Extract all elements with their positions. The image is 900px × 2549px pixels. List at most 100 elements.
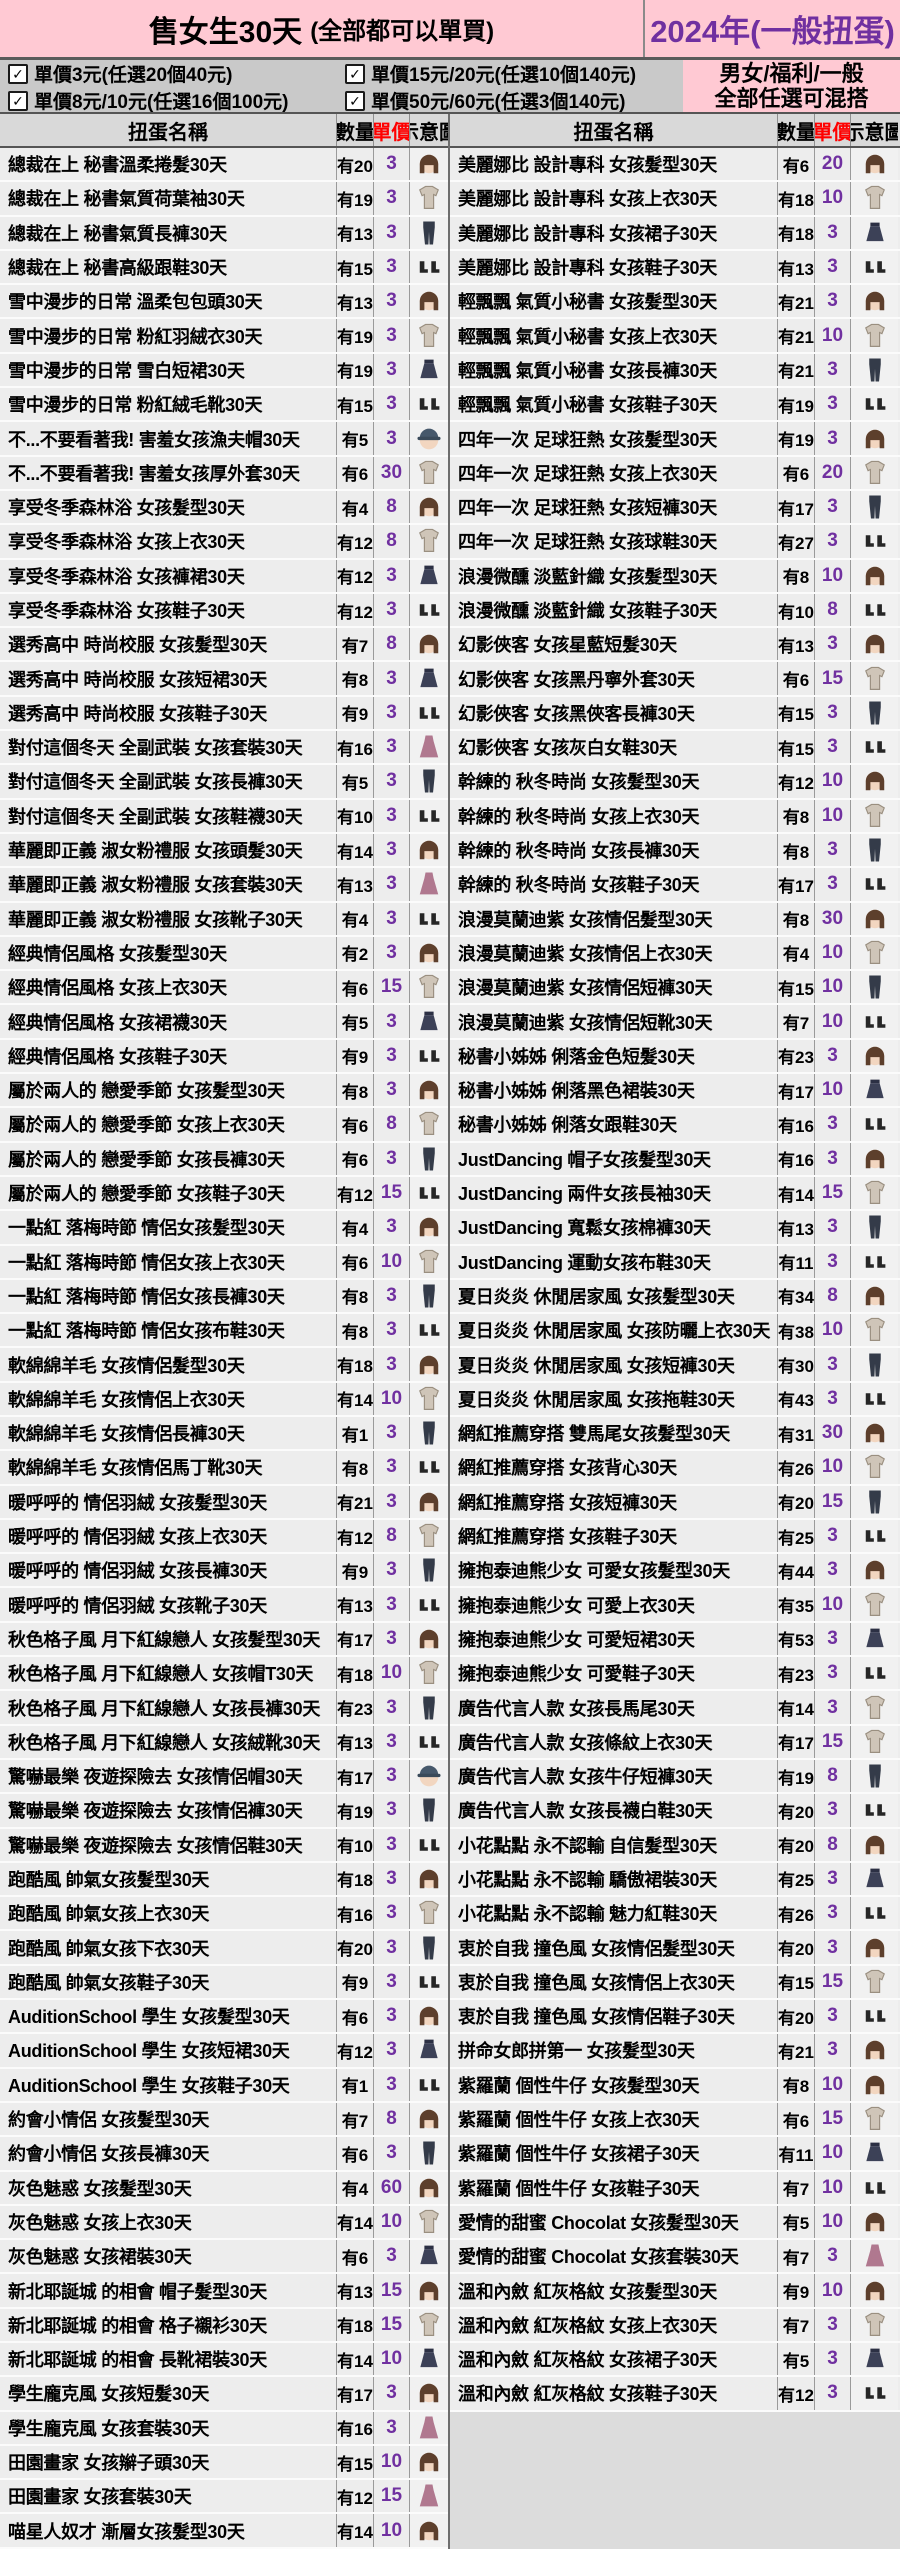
table-row: 約會小情侶 女孩長褲30天 有6 3 [0, 2137, 448, 2172]
table-row: 網紅推薦穿搭 雙馬尾女孩髮型30天 有31 30 [450, 1416, 900, 1452]
item-price: 3 [374, 1759, 410, 1793]
item-qty: 有9 [337, 1554, 374, 1587]
table-row: 夏日炎炎 休閒居家風 女孩短褲30天 有30 3 [450, 1348, 900, 1383]
item-price: 3 [374, 2240, 410, 2273]
item-name: 網紅推薦穿搭 女孩短褲30天 [450, 1485, 778, 1518]
item-qty: 有43 [778, 1382, 815, 1415]
item-name: 溫和內斂 紅灰格紋 女孩裙子30天 [450, 2343, 778, 2376]
item-name: 田園畫家 女孩套裝30天 [0, 2480, 337, 2513]
item-qty: 有6 [337, 1245, 374, 1278]
item-thumbnail-icon [851, 971, 898, 1004]
item-price: 10 [374, 2205, 410, 2239]
item-thumbnail-icon [851, 1314, 898, 1347]
item-thumbnail-icon [851, 182, 898, 215]
table-row: 擁抱泰迪熊少女 可愛短裙30天 有53 3 [450, 1622, 900, 1658]
item-qty: 有12 [337, 525, 374, 558]
column-header-price: 單價 [815, 114, 851, 146]
table-row: 擁抱泰迪熊少女 可愛女孩髮型30天 有44 3 [450, 1554, 900, 1589]
item-qty: 有53 [778, 1622, 815, 1656]
item-thumbnail-icon [851, 1931, 898, 1964]
item-name: 網紅推薦穿搭 雙馬尾女孩髮型30天 [450, 1416, 778, 1450]
item-name: 灰色魅惑 女孩髮型30天 [0, 2171, 337, 2204]
item-name: 小花點點 永不認輸 自信髮型30天 [450, 1828, 778, 1861]
checkbox-icon[interactable]: ✓ [8, 90, 28, 111]
table-row: 約會小情侶 女孩髮型30天 有7 8 [0, 2102, 448, 2138]
item-price: 3 [815, 2377, 851, 2410]
item-price: 3 [815, 1519, 851, 1553]
item-price: 8 [374, 628, 410, 661]
item-name: 驚嚇最樂 夜遊探險去 女孩情侶帽30天 [0, 1759, 337, 1793]
item-name: 衷於自我 撞色風 女孩情侶上衣30天 [450, 1965, 778, 1999]
item-name: 不...不要看著我! 害羞女孩厚外套30天 [0, 456, 337, 489]
item-thumbnail-icon [410, 731, 448, 764]
item-thumbnail-icon [851, 2308, 898, 2341]
item-thumbnail-icon [851, 1588, 898, 1621]
item-thumbnail-icon [851, 1519, 898, 1553]
checkbox-icon[interactable]: ✓ [345, 63, 365, 84]
item-name: 享受冬季森林浴 女孩髮型30天 [0, 490, 337, 524]
item-name: 夏日炎炎 休閒居家風 女孩防曬上衣30天 [450, 1314, 778, 1347]
item-qty: 有14 [778, 1176, 815, 1210]
item-price: 10 [815, 1005, 851, 1038]
item-qty: 有19 [337, 319, 374, 352]
item-qty: 有16 [778, 1142, 815, 1175]
item-thumbnail-icon [851, 1794, 898, 1827]
item-thumbnail-icon [410, 1314, 448, 1347]
table-row: 廣告代言人款 女孩條紋上衣30天 有17 15 [450, 1725, 900, 1760]
table-row: 夏日炎炎 休閒居家風 女孩髮型30天 有34 8 [450, 1279, 900, 1315]
item-name: 驚嚇最樂 夜遊探險去 女孩情侶鞋30天 [0, 1828, 337, 1861]
item-thumbnail-icon [851, 2343, 898, 2376]
checkbox-icon[interactable]: ✓ [345, 90, 365, 111]
item-qty: 有8 [778, 559, 815, 592]
table-row: 雪中漫步的日常 粉紅絨毛靴30天 有15 3 [0, 388, 448, 423]
item-qty: 有16 [778, 1108, 815, 1141]
item-qty: 有23 [778, 1039, 815, 1073]
item-qty: 有13 [337, 868, 374, 901]
item-name: 新北耶誕城 的相會 格子襯衫30天 [0, 2308, 337, 2341]
item-qty: 有12 [778, 2377, 815, 2410]
item-thumbnail-icon [410, 490, 448, 524]
item-name: 跑酷風 帥氣女孩下衣30天 [0, 1931, 337, 1964]
item-name: 衷於自我 撞色風 女孩情侶髮型30天 [450, 1931, 778, 1964]
item-thumbnail-icon [410, 1279, 448, 1313]
table-row: 秘書小姊姊 俐落女跟鞋30天 有16 3 [450, 1108, 900, 1143]
item-price: 3 [815, 422, 851, 455]
item-price: 10 [815, 1314, 851, 1347]
table-row: 幻影俠客 女孩星藍短髮30天 有13 3 [450, 628, 900, 663]
item-name: 衷於自我 撞色風 女孩情侶鞋子30天 [450, 2000, 778, 2033]
table-row: 田園畫家 女孩套裝30天 有12 15 [0, 2480, 448, 2515]
item-thumbnail-icon [410, 1039, 448, 1073]
item-thumbnail-icon [851, 1485, 898, 1518]
item-thumbnail-icon [410, 1382, 448, 1415]
filter-option-label: 單價8元/10元(任選16個100元) [34, 92, 289, 113]
item-thumbnail-icon [851, 868, 898, 901]
item-thumbnail-icon [410, 2171, 448, 2204]
item-price: 3 [374, 936, 410, 970]
item-thumbnail-icon [851, 456, 898, 489]
item-name: 拼命女郎拼第一 女孩髮型30天 [450, 2034, 778, 2067]
mix-match-line1: 男女/福利/一般 [719, 61, 864, 86]
item-thumbnail-icon [851, 490, 898, 524]
item-name: 浪漫微醺 淡藍針織 女孩鞋子30天 [450, 593, 778, 627]
item-price: 10 [815, 319, 851, 352]
table-row: 四年一次 足球狂熱 女孩球鞋30天 有27 3 [450, 525, 900, 560]
item-price: 8 [815, 1759, 851, 1793]
table-row: 愛情的甜蜜 Chocolat 女孩套裝30天 有7 3 [450, 2240, 900, 2275]
item-qty: 有4 [337, 1211, 374, 1244]
item-price: 3 [374, 1485, 410, 1518]
item-name: 輕飄飄 氣質小秘書 女孩長褲30天 [450, 353, 778, 387]
table-row: 四年一次 足球狂熱 女孩髮型30天 有19 3 [450, 422, 900, 457]
item-price: 30 [374, 456, 410, 489]
item-thumbnail-icon [410, 2137, 448, 2170]
item-price: 3 [374, 1005, 410, 1038]
item-qty: 有18 [337, 2308, 374, 2341]
item-price: 3 [815, 1691, 851, 1724]
item-thumbnail-icon [410, 902, 448, 935]
item-thumbnail-icon [410, 559, 448, 592]
checkbox-icon[interactable]: ✓ [8, 63, 28, 84]
item-thumbnail-icon [851, 1725, 898, 1758]
item-name: 暖呼呼的 情侶羽絨 女孩髮型30天 [0, 1485, 337, 1518]
item-qty: 有13 [778, 1211, 815, 1244]
item-name: 擁抱泰迪熊少女 可愛短裙30天 [450, 1622, 778, 1656]
item-name: 學生龐克風 女孩短髮30天 [0, 2377, 337, 2410]
